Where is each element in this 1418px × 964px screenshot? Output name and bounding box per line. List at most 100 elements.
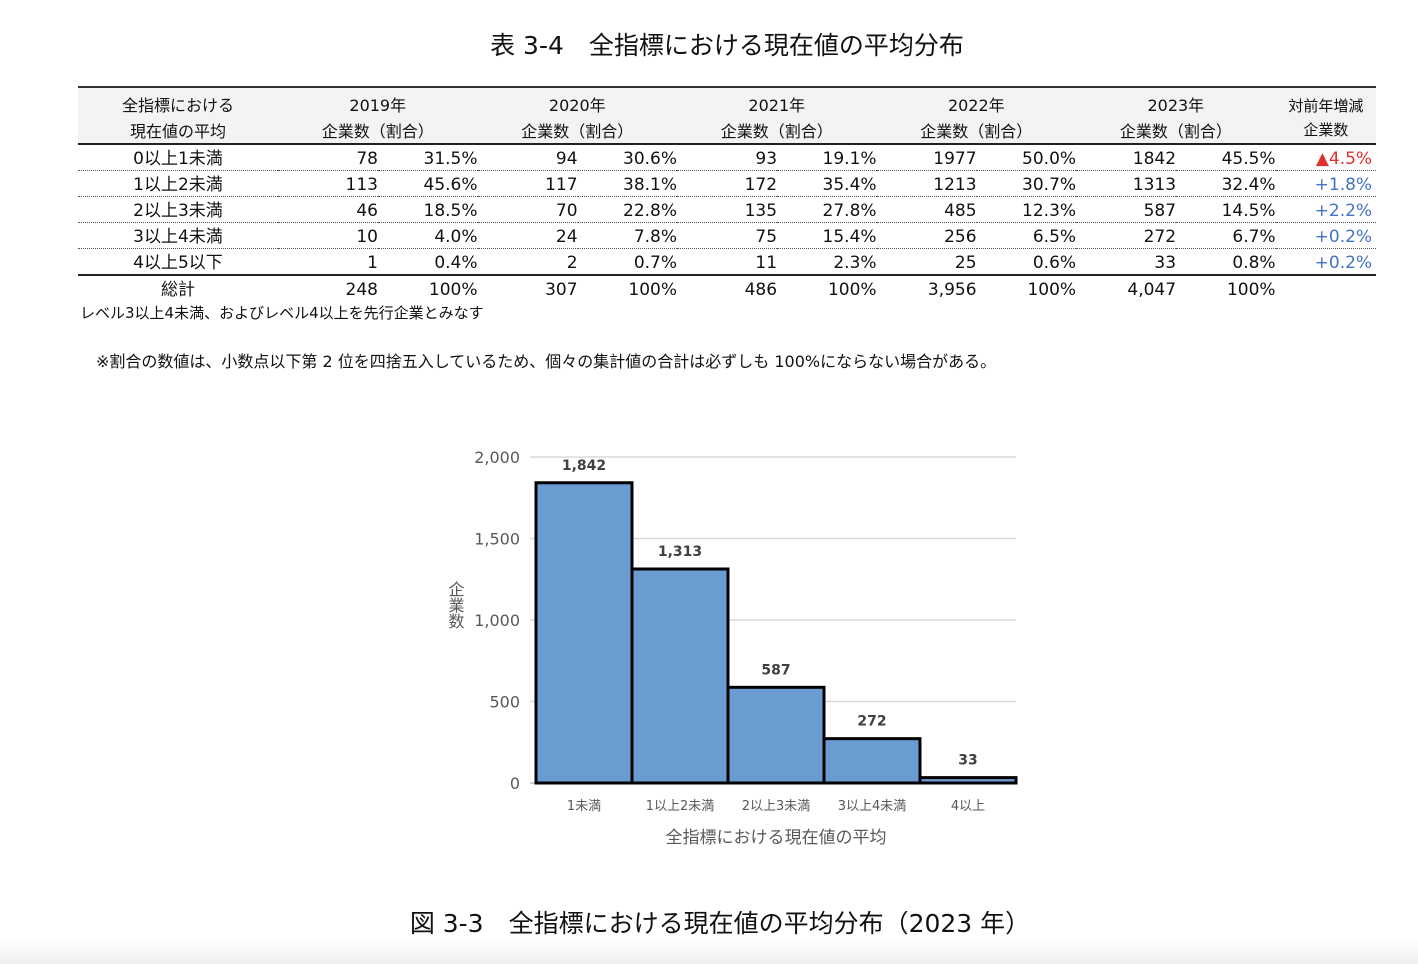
bar: [534, 481, 634, 785]
header-sub: 企業数（割合）: [278, 116, 478, 145]
bar: [630, 567, 730, 785]
header-sub: 企業数（割合）: [677, 116, 877, 145]
count-cell: 78: [278, 144, 378, 171]
count-cell: 587: [1076, 196, 1177, 223]
share-cell: 19.1%: [777, 144, 877, 171]
header-year: 2020年: [477, 86, 678, 116]
y-axis-title: 企業数: [446, 581, 465, 629]
count-cell: 135: [677, 196, 778, 223]
count-cell: 1842: [1076, 144, 1177, 171]
count-cell: 24: [477, 222, 578, 249]
x-tick-label: 3以上4未満: [838, 799, 907, 814]
data-label: 272: [857, 714, 886, 730]
table-row: 4以上5以下 1 0.4% 2 0.7% 11 2.3% 25 0.6% 33 0.8% +0.2%: [78, 248, 1377, 276]
count-cell: 70: [477, 196, 578, 223]
row-label: 4以上5以下: [78, 248, 278, 276]
total-share-cell: 100%: [428, 280, 478, 300]
total-share-cell: 100%: [827, 280, 877, 300]
count-cell: 75: [677, 222, 778, 249]
table-title: 表 3-4 全指標における現在値の平均分布: [490, 31, 964, 60]
table-row: 1以上2未満 113 45.6% 117 38.1% 172 35.4% 1213 30.7% 1…: [78, 170, 1377, 197]
data-label: 1,313: [658, 544, 702, 560]
change-cell: +0.2%: [1275, 222, 1377, 249]
bar-chart: 0 500 1,000 1,500 2,000 1,842 1未満 1,313 1以上2未満 58…: [446, 448, 1018, 848]
y-tick-label: 1,500: [474, 530, 520, 549]
total-count-cell: 307: [545, 280, 578, 300]
share-cell: 31.5%: [378, 144, 478, 171]
row-label: 3以上4未満: [78, 222, 278, 249]
change-cell: +0.2%: [1275, 248, 1377, 276]
count-cell: 113: [278, 170, 378, 197]
y-tick-label: 500: [489, 693, 520, 712]
share-cell: 30.6%: [577, 144, 678, 171]
bar: [726, 685, 826, 785]
share-cell: 32.4%: [1176, 170, 1276, 197]
page-bottom-shade: [0, 940, 1418, 964]
share-cell: 14.5%: [1176, 196, 1276, 223]
header-change-line2: 企業数: [1275, 116, 1377, 145]
total-row: 総計 248 100% 307 100% 486 100% 3,956 100% 4,047 100…: [78, 275, 1376, 301]
change-cell: +2.2%: [1275, 196, 1377, 223]
share-cell: 18.5%: [378, 196, 478, 223]
count-cell: 485: [876, 196, 977, 223]
row-label: 1以上2未満: [78, 170, 278, 197]
count-cell: 11: [677, 248, 778, 276]
total-count-cell: 4,047: [1127, 280, 1177, 300]
header-sub: 企業数（割合）: [477, 116, 678, 145]
share-cell: 0.4%: [378, 248, 478, 276]
share-cell: 6.5%: [976, 222, 1077, 249]
table-row: 3以上4未満 10 4.0% 24 7.8% 75 15.4% 256 6.5% 272 6.7% +…: [78, 222, 1377, 249]
count-cell: 1: [278, 248, 378, 276]
table-row: 0以上1未満 78 31.5% 94 30.6% 93 19.1% 1977 50.0% 1842…: [78, 144, 1377, 171]
share-cell: 45.5%: [1176, 144, 1276, 171]
y-tick-label: 1,000: [474, 611, 520, 630]
share-cell: 0.8%: [1176, 248, 1276, 276]
share-cell: 38.1%: [577, 170, 678, 197]
total-share-cell: 100%: [628, 280, 678, 300]
total-label: 総計: [161, 280, 195, 300]
change-cell: ▲4.5%: [1275, 144, 1377, 171]
count-cell: 33: [1076, 248, 1177, 276]
count-cell: 256: [876, 222, 977, 249]
header-change-line1: 対前年増減: [1275, 86, 1377, 116]
y-tick-label: 0: [510, 774, 520, 793]
figure-caption: 図 3-3 全指標における現在値の平均分布（2023 年）: [409, 909, 1031, 938]
share-cell: 12.3%: [976, 196, 1077, 223]
share-cell: 22.8%: [577, 196, 678, 223]
x-axis-title: 全指標における現在値の平均: [666, 828, 887, 848]
total-count-cell: 486: [744, 280, 778, 300]
share-cell: 50.0%: [976, 144, 1077, 171]
data-label: 587: [761, 662, 790, 678]
share-cell: 45.6%: [378, 170, 478, 197]
header-year: 2022年: [876, 86, 1077, 116]
share-cell: 4.0%: [378, 222, 478, 249]
count-cell: 94: [477, 144, 578, 171]
share-cell: 0.6%: [976, 248, 1077, 276]
row-label: 2以上3未満: [78, 196, 278, 223]
bar: [918, 776, 1018, 785]
table-row: 2以上3未満 46 18.5% 70 22.8% 135 27.8% 485 12.3% 587 1…: [78, 196, 1377, 223]
count-cell: 272: [1076, 222, 1177, 249]
share-cell: 35.4%: [777, 170, 877, 197]
data-label: 33: [958, 753, 977, 769]
count-cell: 1213: [876, 170, 977, 197]
count-cell: 1313: [1076, 170, 1177, 197]
total-share-cell: 100%: [1027, 280, 1077, 300]
table-note: レベル3以上4未満、およびレベル4以上を先行企業とみなす: [80, 304, 484, 322]
share-cell: 15.4%: [777, 222, 877, 249]
rounding-note: ※割合の数値は、小数点以下第 2 位を四捨五入しているため、個々の集計値の合計は…: [96, 352, 997, 371]
header-year: 2019年: [278, 86, 478, 116]
header-sub: 企業数（割合）: [1076, 116, 1276, 145]
share-cell: 0.7%: [577, 248, 678, 276]
share-cell: 27.8%: [777, 196, 877, 223]
y-tick-label: 2,000: [474, 448, 520, 467]
count-cell: 117: [477, 170, 578, 197]
share-cell: 2.3%: [777, 248, 877, 276]
data-label: 1,842: [562, 458, 606, 474]
x-tick-label: 1未満: [567, 799, 601, 814]
change-cell: +1.8%: [1275, 170, 1377, 197]
count-cell: 172: [677, 170, 778, 197]
share-cell: 30.7%: [976, 170, 1077, 197]
header-label-line1: 全指標における: [78, 86, 278, 116]
share-cell: 7.8%: [577, 222, 678, 249]
